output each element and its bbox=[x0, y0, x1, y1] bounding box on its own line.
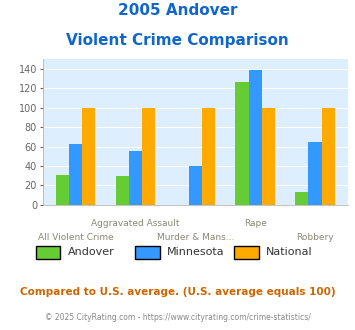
Text: Andover: Andover bbox=[67, 248, 114, 257]
Text: Murder & Mans...: Murder & Mans... bbox=[157, 233, 234, 242]
Text: Rape: Rape bbox=[244, 219, 267, 228]
Text: Compared to U.S. average. (U.S. average equals 100): Compared to U.S. average. (U.S. average … bbox=[20, 287, 335, 297]
Bar bbox=[189, 166, 202, 205]
Bar bbox=[69, 144, 82, 205]
Text: Aggravated Assault: Aggravated Assault bbox=[91, 219, 180, 228]
Bar bbox=[322, 108, 335, 205]
Bar bbox=[82, 108, 95, 205]
Bar bbox=[295, 192, 308, 205]
Text: Violent Crime Comparison: Violent Crime Comparison bbox=[66, 33, 289, 48]
Bar bbox=[248, 70, 262, 205]
Text: © 2025 CityRating.com - https://www.cityrating.com/crime-statistics/: © 2025 CityRating.com - https://www.city… bbox=[45, 314, 310, 322]
Bar bbox=[235, 82, 248, 205]
Bar bbox=[262, 108, 275, 205]
Bar bbox=[308, 142, 322, 205]
Bar bbox=[142, 108, 155, 205]
Bar bbox=[202, 108, 215, 205]
Text: Minnesota: Minnesota bbox=[167, 248, 224, 257]
Bar bbox=[56, 175, 69, 205]
Text: 2005 Andover: 2005 Andover bbox=[118, 3, 237, 18]
Bar bbox=[129, 151, 142, 205]
Bar bbox=[116, 176, 129, 205]
Text: National: National bbox=[266, 248, 313, 257]
Text: All Violent Crime: All Violent Crime bbox=[38, 233, 113, 242]
Text: Robbery: Robbery bbox=[296, 233, 334, 242]
